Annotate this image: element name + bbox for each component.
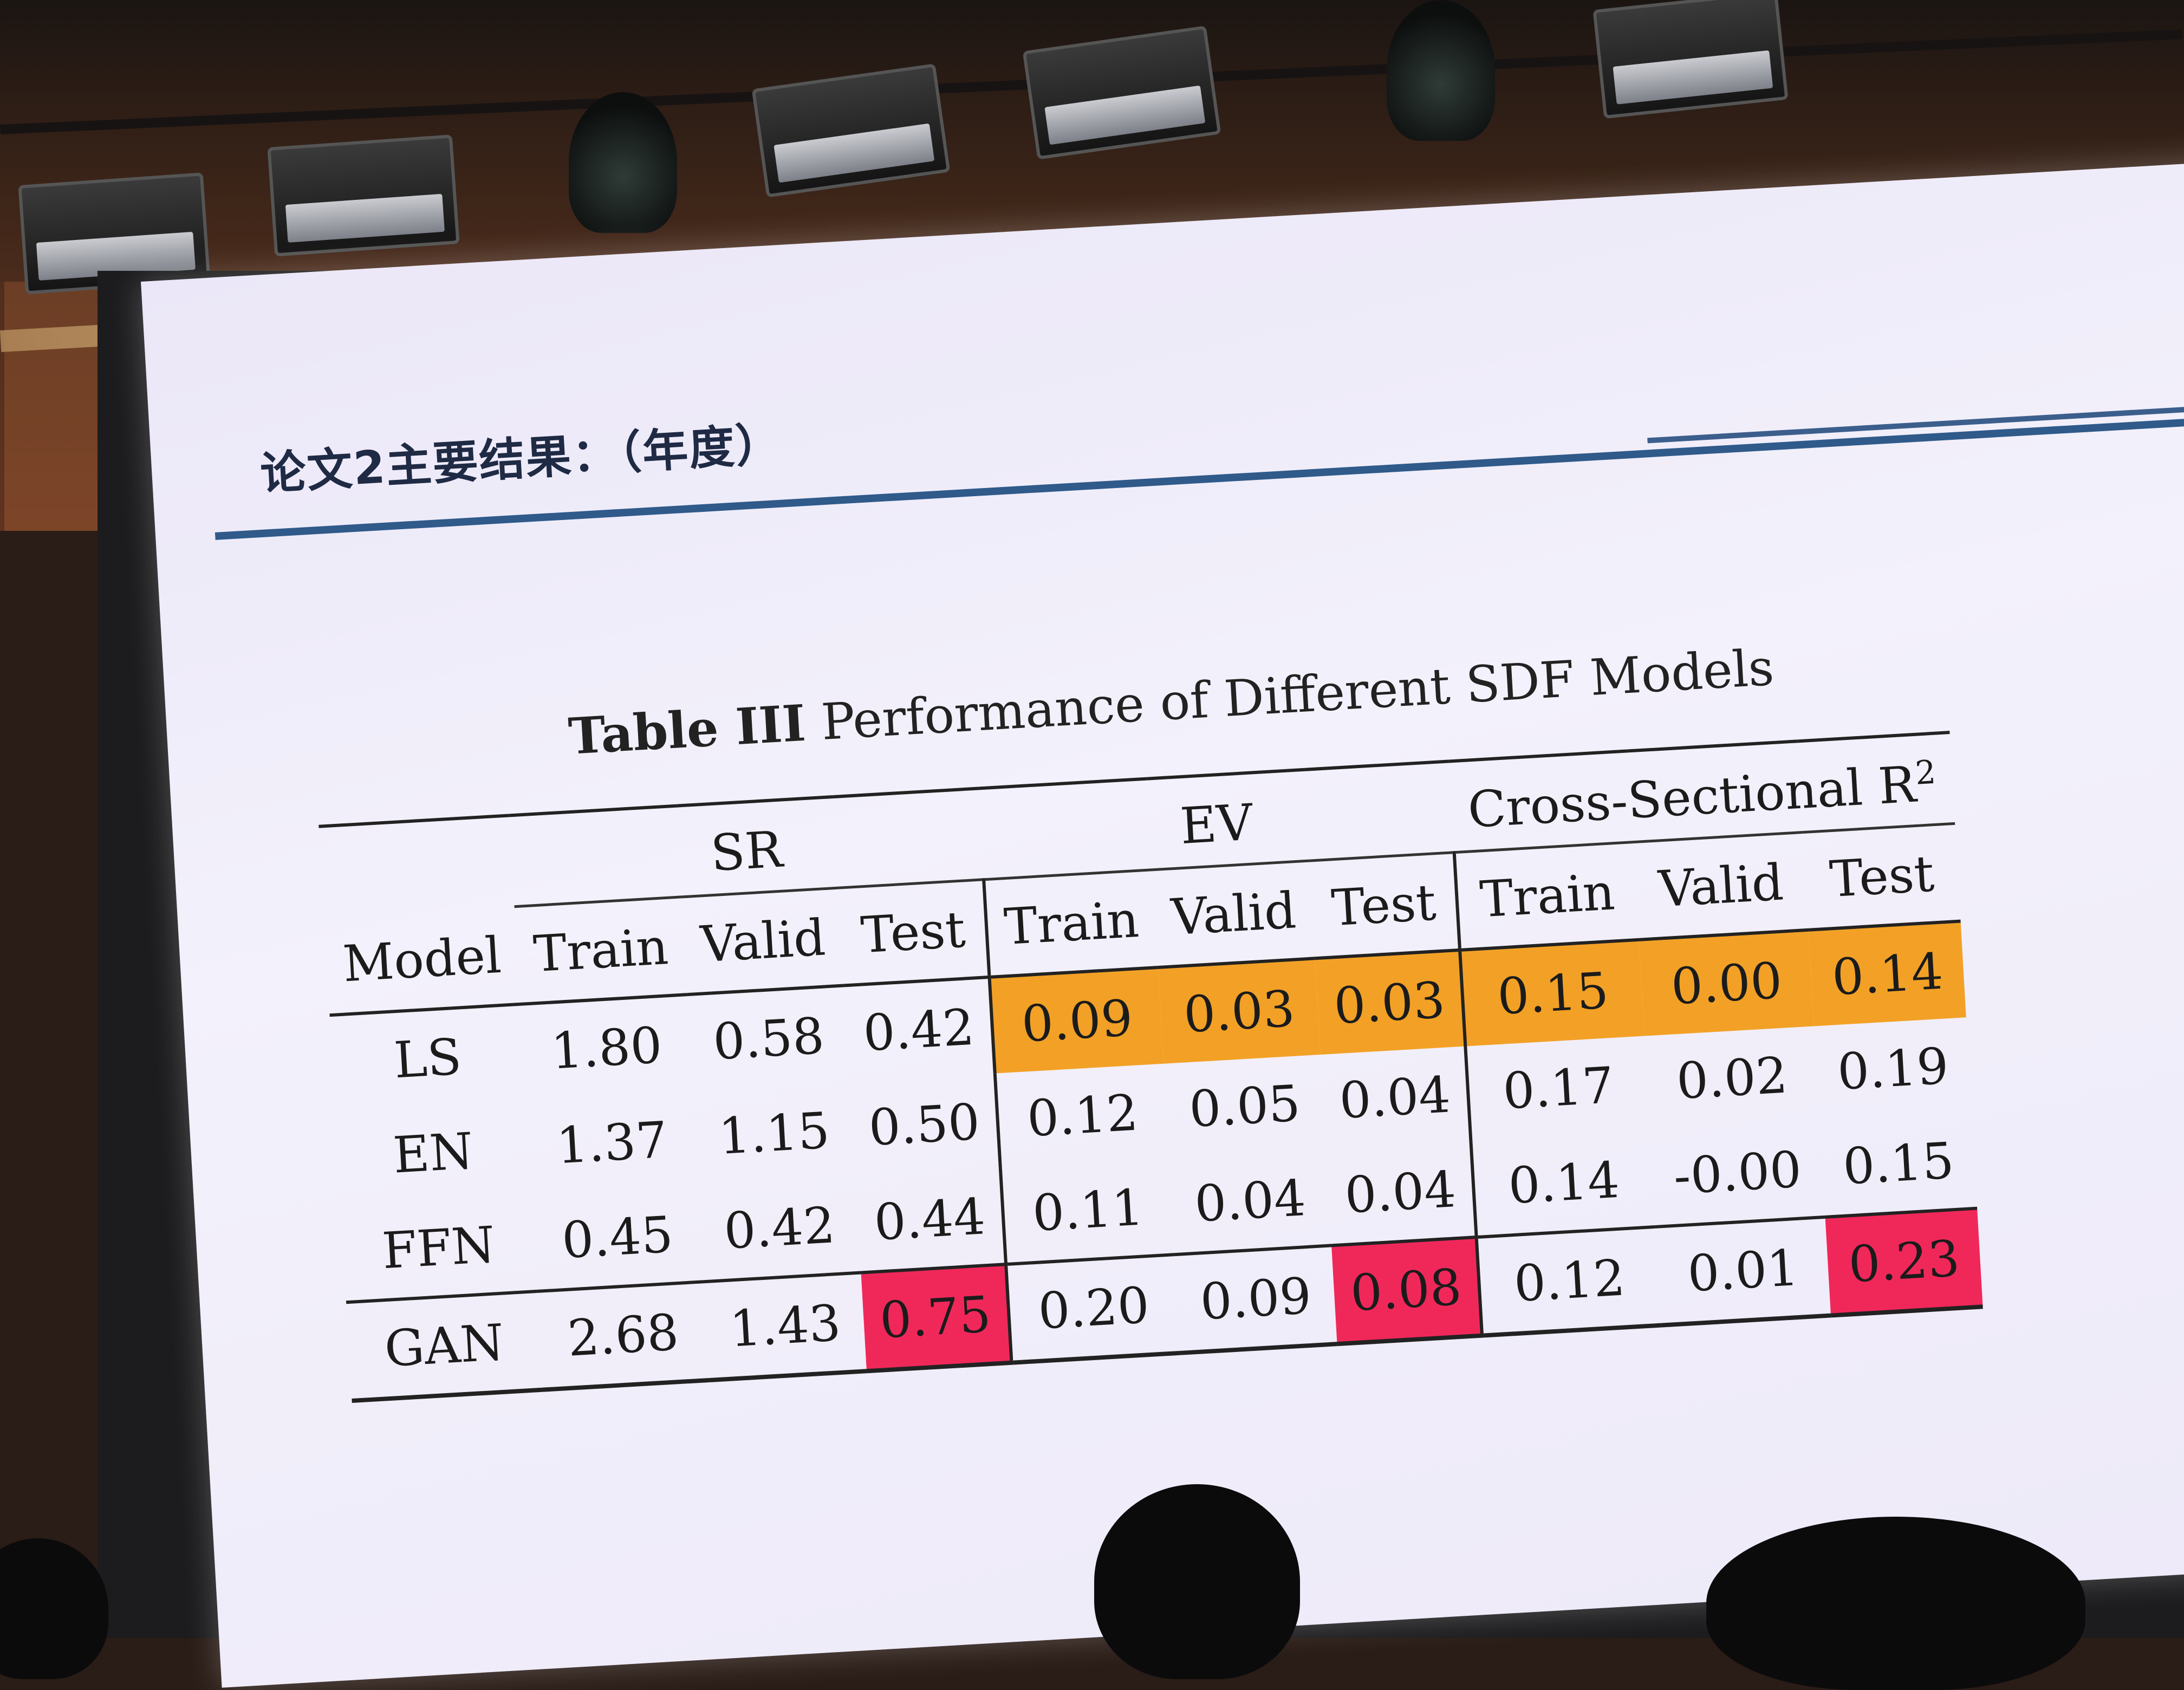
table-cell-highlighted: 0.23	[1825, 1208, 1983, 1316]
table-cell-highlighted: 0.03	[1315, 950, 1466, 1055]
table-cell: 0.44	[872, 1187, 987, 1252]
table-cell-highlighted: 0.15	[1460, 939, 1644, 1046]
column-header: Valid	[1633, 832, 1809, 940]
table-cell-highlighted: 0.00	[1639, 929, 1815, 1036]
moving-head-light-icon	[569, 92, 677, 233]
table-cell-highlighted: 0.08	[1331, 1237, 1483, 1344]
slide-title: 论文2主要结果：（年度）	[258, 417, 784, 500]
table-cell: 0.01	[1655, 1217, 1831, 1325]
column-header: Valid	[681, 887, 844, 994]
table-cell: 0.11	[1000, 1158, 1175, 1264]
moving-head-light-icon	[1387, 0, 1495, 141]
table-cell: 0.45	[560, 1205, 675, 1270]
column-header: Model	[324, 906, 521, 1015]
table-cell: 0.42	[861, 998, 976, 1063]
table-cell: 0.12	[994, 1063, 1169, 1168]
table-cell: 1.80	[549, 1016, 664, 1081]
table-cell-highlighted: 0.03	[1158, 958, 1321, 1064]
column-header: Valid	[1152, 860, 1315, 967]
model-cell: GAN	[346, 1291, 543, 1401]
results-table: SR EV Cross-Sectional R2 Model Train Val…	[318, 731, 1983, 1403]
table-cell: 0.14	[1471, 1130, 1656, 1237]
table-cell: 0.58	[711, 1006, 826, 1071]
table-cell: 0.09	[1174, 1245, 1337, 1353]
stage-light-icon	[267, 134, 460, 257]
table-cell: 0.42	[722, 1195, 837, 1260]
table-caption-text: Performance of Different SDF Models	[804, 638, 1776, 752]
table-cell: 0.04	[1193, 1168, 1308, 1233]
table-cell: 0.04	[1337, 1065, 1452, 1130]
table-cell: 0.20	[1005, 1254, 1180, 1363]
model-cell: FFN	[380, 1216, 497, 1280]
table-cell: 1.43	[704, 1272, 867, 1380]
table-caption-prefix: Table III	[567, 693, 808, 766]
table-cell: -0.00	[1672, 1140, 1803, 1206]
table-cell: 0.15	[1841, 1131, 1956, 1196]
presentation-slide: 论文2主要结果：（年度） Table III Performance of Di…	[141, 160, 2184, 1688]
audience-head	[1094, 1484, 1300, 1679]
stage-light-icon	[1592, 0, 1789, 119]
table-cell: 0.50	[867, 1093, 981, 1157]
group-header-r2-text: Cross-Sectional R	[1466, 755, 1918, 840]
model-cell: LS	[392, 1028, 463, 1090]
table-cell-highlighted: 0.75	[861, 1264, 1012, 1371]
table-cell: 0.17	[1465, 1036, 1650, 1141]
r2-superscript: 2	[1914, 753, 1937, 792]
table-caption: Table III Performance of Different SDF M…	[567, 638, 1776, 766]
table-cell: 0.19	[1836, 1037, 1951, 1101]
table-cell: 0.12	[1476, 1226, 1661, 1336]
table-cell-highlighted: 0.09	[989, 967, 1164, 1074]
table-cell: 1.15	[717, 1101, 831, 1166]
column-header: Train	[1454, 842, 1639, 950]
table-cell: 1.37	[555, 1110, 670, 1175]
column-header: Train	[514, 896, 687, 1004]
table-cell-highlighted: 0.14	[1809, 921, 1967, 1026]
table-cell: 0.04	[1343, 1160, 1458, 1225]
column-header: Test	[838, 879, 990, 986]
column-header: Train	[983, 869, 1158, 977]
column-header: Test	[1803, 823, 1961, 930]
table-cell: 0.05	[1187, 1074, 1302, 1139]
column-header: Test	[1309, 852, 1460, 958]
model-cell: EN	[391, 1122, 475, 1185]
table-cell: 0.02	[1675, 1046, 1789, 1110]
audience-head	[1706, 1517, 2085, 1690]
table-cell: 2.68	[536, 1281, 710, 1390]
audience-head	[0, 1538, 108, 1679]
